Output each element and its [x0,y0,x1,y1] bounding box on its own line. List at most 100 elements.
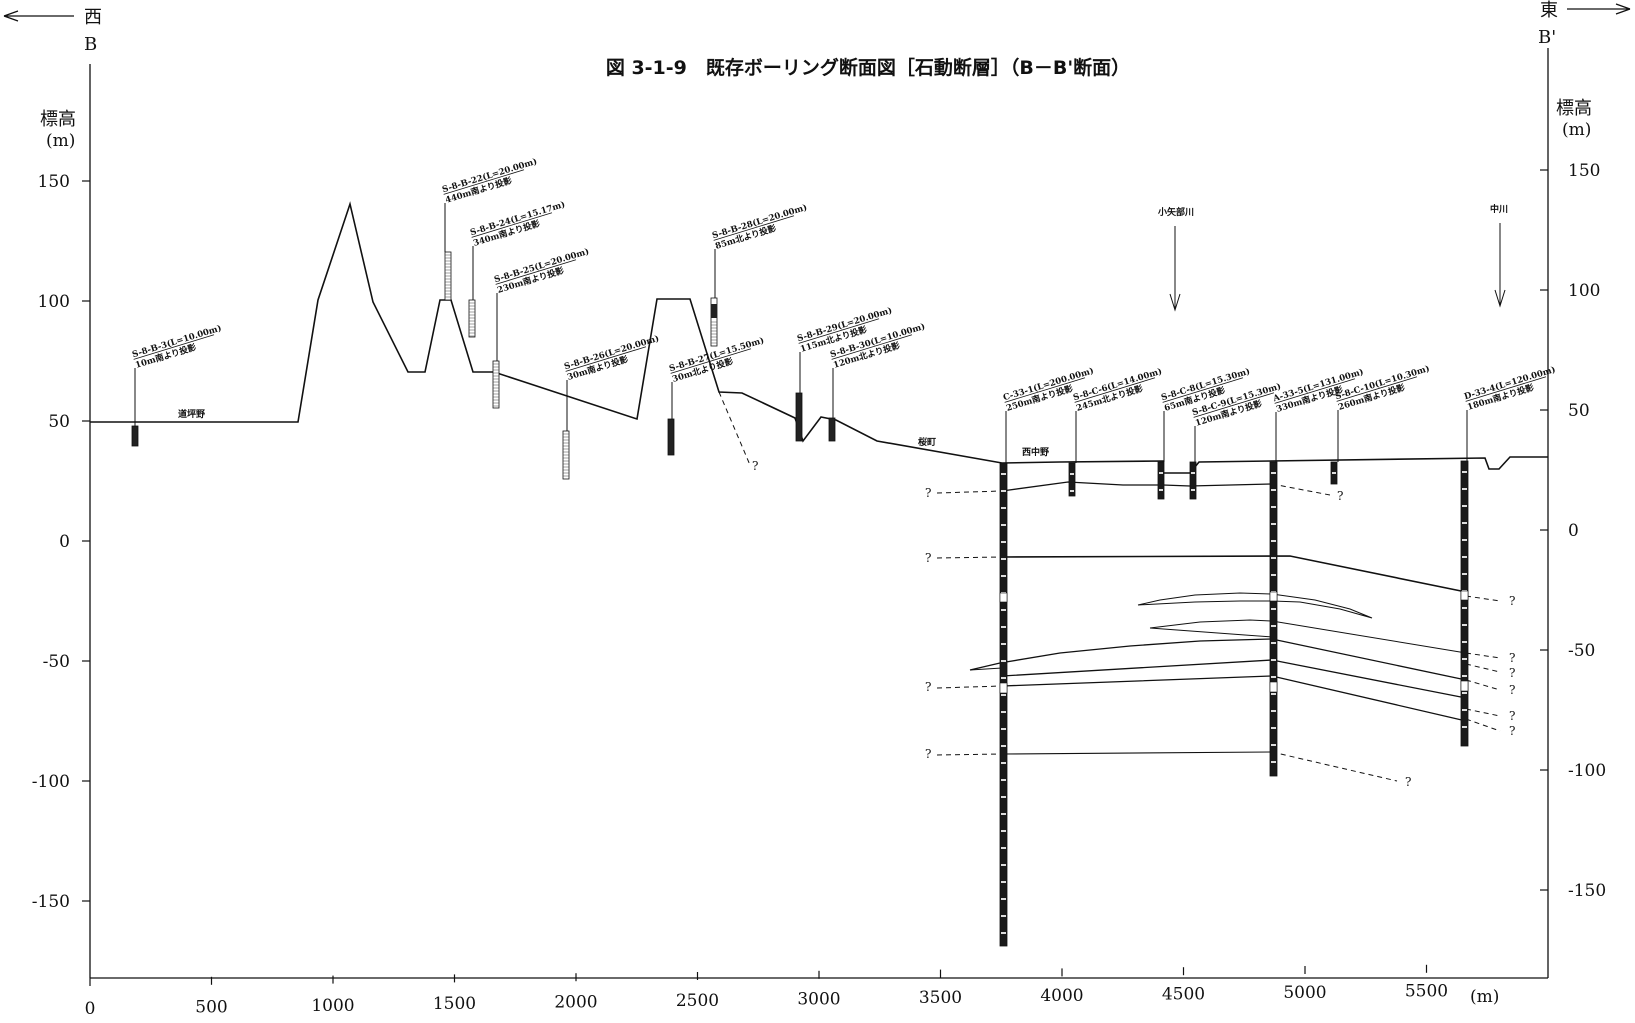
x-tick-label: 3000 [797,989,840,1009]
borehole: S-8-B-3(L=10.00m)10m南より投影 [131,323,223,447]
borehole-core [795,392,803,442]
unknown-mark: ? [1509,651,1515,665]
west-label: 西 [84,7,102,28]
borehole-label: D-33-4(L=120.00m)180m南より投影 [1463,364,1557,413]
x-tick-label: 4500 [1162,985,1205,1005]
borehole: C-33-1(L=200.00m)250m南より投影 [999,365,1095,947]
x-tick-label: 2500 [676,991,719,1011]
left-axis-title: 標高 [40,109,76,130]
left-y-tick-label: 100 [38,292,70,312]
borehole: S-8-C-8(L=15.30m)65m南より投影 [1157,366,1251,500]
borehole-core [1157,461,1165,500]
right-y-tick-label: 0 [1568,521,1579,541]
ground-surface-profile [90,201,1548,474]
right-y-tick-label: 50 [1568,401,1590,421]
left-y-tick-label: 0 [59,532,70,552]
river-koyabe: 小矢部川 [1157,206,1194,312]
unknown-marks: ????????????? [752,459,1515,789]
figure-title: 図 3-1-9 既存ボーリング断面図［石動断層］（B－B'断面） [606,56,1130,79]
unknown-mark: ? [1509,709,1515,723]
unknown-mark: ? [1337,489,1343,503]
unknown-mark: ? [925,747,931,761]
borehole-core [667,418,675,456]
west-direction-marker: 西 B [3,7,102,55]
right-axis-unit: (m) [1562,120,1591,140]
borehole: S-8-B-25(L=20.00m)230m南より投影 [492,246,591,409]
borehole-label: S-8-B-26(L=20.00m)30m南より投影 [563,333,661,383]
x-tick-label: 3500 [919,988,962,1008]
right-axis-ticks: 150 100 50 0 -50 -100 -150 [1540,161,1606,901]
borehole-label: S-8-B-3(L=10.00m)10m南より投影 [131,323,223,371]
borehole: S-8-B-28(L=20.00m)85m北より投影 [710,202,809,347]
east-direction-marker: 東 B' [1538,0,1631,48]
x-tick-label: 5000 [1283,983,1326,1003]
borehole: S-8-B-29(L=20.00m)115m北より投影 [795,305,894,442]
river-koyabe-label: 小矢部川 [1157,206,1194,218]
left-y-tick-label: -150 [32,892,70,912]
right-y-tick-label: -100 [1568,761,1606,781]
left-y-tick-label: 150 [38,172,70,192]
strata-boundaries [969,481,1467,755]
borehole-core [1269,461,1278,777]
x-axis-unit: (m) [1470,987,1499,1007]
unknown-mark: ? [1509,666,1515,680]
borehole-core [444,251,452,301]
right-y-tick-label: -150 [1568,881,1606,901]
borehole-core [1068,462,1076,497]
left-axis-unit: (m) [46,131,75,151]
boreholes: S-8-B-3(L=10.00m)10m南より投影 S-8-B-22(L=20.0… [131,156,1557,947]
x-tick-label: 2000 [554,993,597,1013]
x-tick-label: 0 [85,999,96,1019]
unknown-mark: ? [1509,683,1515,697]
borehole-core [1460,460,1469,747]
place-sakuramachi: 桜町 [918,436,936,448]
right-y-tick-label: -50 [1568,641,1595,661]
borehole: A-33-5(L=131.00m)330m南より投影 [1269,366,1365,777]
right-y-tick-label: 150 [1568,161,1600,181]
borehole-core [131,425,139,447]
left-y-tick-label: 50 [48,412,70,432]
inferred-boundaries [718,391,1501,782]
borehole-core [468,299,476,338]
borehole: S-8-B-26(L=20.00m)30m南より投影 [562,333,661,480]
borehole-label: S-8-B-28(L=20.00m)85m北より投影 [711,202,809,252]
borehole-core [1189,461,1197,500]
borehole-core [562,430,570,480]
unknown-mark: ? [925,680,931,694]
unknown-mark: ? [925,486,931,500]
x-tick-label: 1500 [433,994,476,1014]
unknown-mark: ? [925,551,931,565]
left-y-tick-label: -50 [43,652,70,672]
borehole-core [492,360,500,409]
borehole-core [828,417,836,442]
borehole-core [710,297,718,347]
borehole-label: S-8-B-27(L=15.50m)30m北より投影 [668,335,766,385]
unknown-mark: ? [1405,775,1411,789]
x-tick-label: 1000 [311,996,354,1016]
unknown-mark: ? [752,459,758,473]
river-naka: 中川 [1490,203,1508,308]
unknown-mark: ? [1509,724,1515,738]
east-section-label: B' [1538,27,1556,48]
borehole-label: S-8-B-25(L=20.00m)230m南より投影 [493,246,591,296]
right-axis-title: 標高 [1556,98,1592,119]
place-nishinakano: 西中野 [1022,446,1049,458]
x-tick-label: 4000 [1040,986,1083,1006]
borehole: S-8-B-27(L=15.50m)30m北より投影 [667,335,766,456]
left-y-tick-label: -100 [32,772,70,792]
unknown-mark: ? [1509,594,1515,608]
west-section-label: B [84,34,97,55]
borehole-label: S-8-B-24(L=15.17m)340m南より投影 [469,199,567,249]
left-axis-ticks: 150 100 50 0 -50 -100 -150 [32,172,90,912]
river-naka-label: 中川 [1490,203,1508,215]
borehole-core [1330,461,1338,485]
borehole: S-8-C-6(L=14.00m)245m北より投影 [1068,366,1163,497]
borehole-core [999,462,1008,947]
x-axis-ticks: 0 500 1000 1500 2000 2500 3000 3500 4000 4500 5000… [85,964,1448,1019]
place-dotsubono: 道坪野 [178,408,205,420]
east-label: 東 [1540,0,1558,21]
x-tick-label: 5500 [1405,981,1448,1001]
right-y-tick-label: 100 [1568,281,1600,301]
borehole-label: S-8-B-22(L=20.00m)440m南より投影 [441,156,539,206]
